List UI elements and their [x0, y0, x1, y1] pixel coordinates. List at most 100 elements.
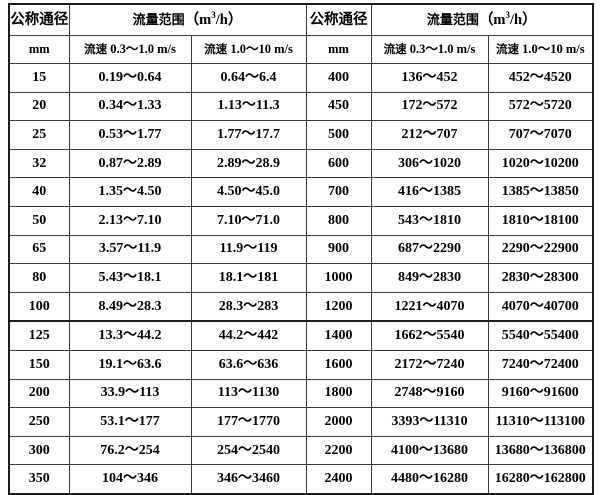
table-row: 100 8.49～28.3 28.3～283 1200 1221～4070 4070～40… [8, 291, 594, 323]
header-velocity-low-left-label: 流速 [84, 42, 108, 57]
header-velocity-low-right-value: 0.3～1.0 m/s [409, 42, 476, 57]
cell-flow-low-left: 76.2～254 [68, 435, 192, 466]
header-velocity-high-right: 流速 1.0～10 m/s [487, 35, 594, 64]
cell-flow-high-left: 1.77～17.7 [190, 120, 307, 150]
cell-flow-high-left: 177～1770 [190, 407, 307, 437]
header-flow-range-left-label: 流量范围 [132, 12, 185, 28]
cell-flow-low-right: 1221～4070 [370, 291, 489, 323]
cell-nominal-diameter-right: 600 [305, 148, 372, 179]
cell-flow-high-left: 44.2～442 [190, 320, 307, 351]
table-row: 350 104～346 346～3460 2400 4480～16280 16280～16… [8, 464, 594, 495]
cell-nominal-diameter-right: 2000 [305, 407, 372, 437]
table-body: 15 0.19～0.64 0.64～6.4 400 136～452 452～4520 20 0… [8, 63, 594, 495]
cell-flow-low-right: 136～452 [370, 63, 489, 93]
cell-flow-high-right: 2290～22900 [487, 234, 594, 265]
cell-nominal-diameter-right: 1600 [305, 349, 372, 380]
cell-flow-high-left: 4.50～45.0 [190, 177, 307, 207]
cell-flow-low-right: 4480～16280 [370, 464, 489, 495]
cell-flow-high-right: 452～4520 [487, 63, 594, 93]
cell-flow-high-right: 11310～113100 [487, 407, 594, 437]
table-row: 200 33.9～113 113～1130 1800 2748～9160 9160～916… [8, 378, 594, 409]
cell-flow-low-right: 416～1385 [370, 177, 489, 207]
cell-flow-high-right: 5540～55400 [487, 320, 594, 351]
header-unit-mm-left: mm [8, 35, 70, 64]
cell-flow-low-left: 8.49～28.3 [68, 291, 192, 323]
cell-flow-low-right: 543～1810 [370, 205, 489, 236]
header-row-secondary: mm 流速 0.3～1.0 m/s 流速 1.0～10 m/s mm 流速 0.… [8, 35, 594, 64]
cell-nominal-diameter-left: 20 [8, 91, 70, 122]
cell-flow-low-right: 2172～7240 [370, 349, 489, 380]
cell-nominal-diameter-left: 32 [8, 148, 70, 179]
cell-flow-low-left: 0.87～2.89 [68, 148, 192, 179]
cell-flow-low-right: 2748～9160 [370, 378, 489, 409]
cell-flow-low-right: 3393～11310 [370, 407, 489, 437]
cell-flow-low-right: 849～2830 [370, 263, 489, 293]
cell-flow-high-right: 4070～40700 [487, 291, 594, 323]
cell-nominal-diameter-right: 400 [305, 63, 372, 93]
header-unit-right-prefix: （m [478, 11, 506, 28]
cell-flow-low-right: 172～572 [370, 91, 489, 122]
cell-flow-high-left: 18.1～181 [190, 263, 307, 293]
table-row: 65 3.57～11.9 11.9～119 900 687～2290 2290～22900 [8, 234, 594, 265]
header-velocity-high-left-label: 流速 [204, 42, 228, 57]
cell-nominal-diameter-left: 50 [8, 205, 70, 236]
cell-nominal-diameter-right: 1800 [305, 378, 372, 409]
header-unit-left-superscript: 3 [211, 9, 216, 20]
header-velocity-high-right-label: 流速 [495, 42, 519, 57]
cell-flow-low-right: 306～1020 [370, 148, 489, 179]
cell-flow-high-right: 707～7070 [487, 120, 594, 150]
cell-flow-low-right: 4100～13680 [370, 435, 489, 466]
header-velocity-high-left-value: 1.0～10 m/s [230, 42, 293, 57]
cell-flow-high-left: 28.3～283 [190, 291, 307, 323]
cell-nominal-diameter-left: 125 [8, 320, 70, 351]
header-unit-right-superscript: 3 [505, 9, 511, 20]
cell-nominal-diameter-left: 40 [8, 177, 70, 207]
cell-flow-high-left: 0.64～6.4 [190, 63, 307, 93]
cell-nominal-diameter-right: 800 [305, 205, 372, 236]
cell-flow-high-right: 2830～28300 [487, 263, 594, 293]
cell-flow-high-left: 2.89～28.9 [190, 148, 307, 179]
header-flow-range-right: 流量范围（m3/h） [370, 3, 594, 36]
cell-flow-high-right: 1810～18100 [487, 205, 594, 236]
cell-flow-low-left: 0.53～1.77 [68, 120, 192, 150]
header-unit-right-suffix: /h） [510, 11, 537, 28]
cell-flow-high-right: 572～5720 [487, 91, 594, 122]
cell-nominal-diameter-left: 200 [8, 378, 70, 409]
cell-nominal-diameter-right: 700 [305, 177, 372, 207]
table-row: 125 13.3～44.2 44.2～442 1400 1662～5540 5540～55… [8, 320, 594, 351]
cell-flow-low-right: 212～707 [370, 120, 489, 150]
cell-flow-low-right: 687～2290 [370, 234, 489, 265]
cell-flow-high-left: 346～3460 [190, 464, 307, 495]
cell-nominal-diameter-left: 80 [8, 263, 70, 293]
cell-flow-low-left: 1.35～4.50 [68, 177, 192, 207]
table-row: 15 0.19～0.64 0.64～6.4 400 136～452 452～4520 [8, 63, 594, 93]
cell-flow-high-left: 113～1130 [190, 378, 307, 409]
cell-flow-low-left: 5.43～18.1 [68, 263, 192, 293]
cell-nominal-diameter-left: 100 [8, 291, 70, 323]
table-row: 32 0.87～2.89 2.89～28.9 600 306～1020 1020～1020… [8, 148, 594, 179]
cell-flow-high-right: 9160～91600 [487, 378, 594, 409]
table-row: 20 0.34～1.33 1.13～11.3 450 172～572 572～5720 [8, 91, 594, 122]
cell-flow-low-left: 19.1～63.6 [68, 349, 192, 380]
cell-nominal-diameter-left: 150 [8, 349, 70, 380]
cell-flow-high-left: 11.9～119 [190, 234, 307, 265]
table-row: 250 53.1～177 177～1770 2000 3393～11310 11310～1… [8, 407, 594, 437]
cell-flow-high-left: 254～2540 [190, 435, 307, 466]
cell-flow-high-left: 63.6～636 [190, 349, 307, 380]
cell-nominal-diameter-left: 15 [8, 63, 70, 93]
cell-flow-low-left: 3.57～11.9 [68, 234, 192, 265]
header-velocity-low-right: 流速 0.3～1.0 m/s [370, 35, 489, 64]
table-row: 150 19.1～63.6 63.6～636 1600 2172～7240 7240～72… [8, 349, 594, 380]
cell-flow-high-right: 7240～72400 [487, 349, 594, 380]
cell-flow-low-left: 53.1～177 [68, 407, 192, 437]
cell-flow-high-right: 1385～13850 [487, 177, 594, 207]
cell-flow-high-right: 13680～136800 [487, 435, 594, 466]
cell-flow-low-left: 0.19～0.64 [68, 63, 192, 93]
cell-flow-low-left: 33.9～113 [68, 378, 192, 409]
cell-nominal-diameter-left: 65 [8, 234, 70, 265]
table-row: 80 5.43～18.1 18.1～181 1000 849～2830 2830～2830… [8, 263, 594, 293]
header-nominal-diameter-right: 公称通径 [305, 3, 372, 36]
cell-nominal-diameter-left: 250 [8, 407, 70, 437]
cell-nominal-diameter-right: 2200 [305, 435, 372, 466]
table-row: 25 0.53～1.77 1.77～17.7 500 212～707 707～7070 [8, 120, 594, 150]
